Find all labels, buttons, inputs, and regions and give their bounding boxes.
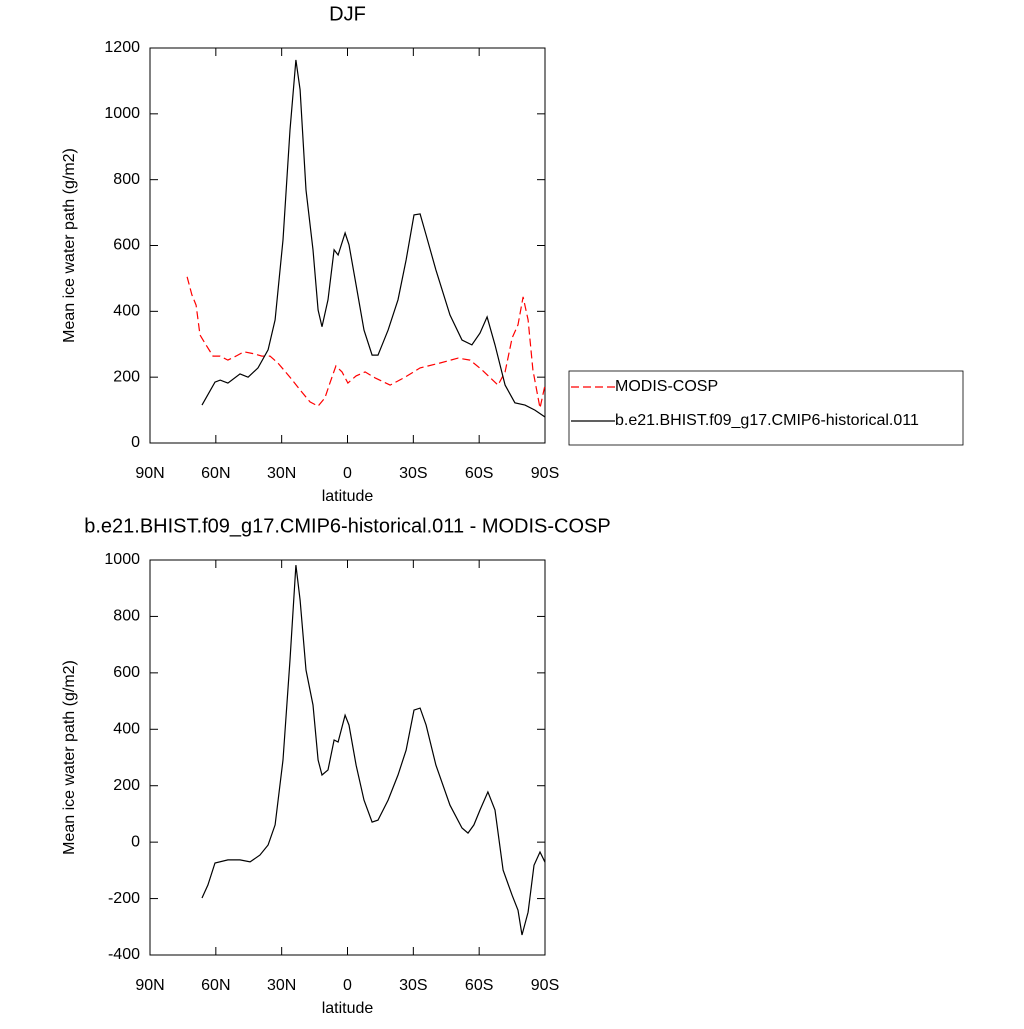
data-line bbox=[186, 276, 546, 409]
y-tick-label: 800 bbox=[113, 608, 140, 625]
x-tick-label: 60N bbox=[201, 977, 230, 994]
legend-label: b.e21.BHIST.f09_g17.CMIP6-historical.011 bbox=[615, 412, 919, 429]
y-tick-label: 400 bbox=[113, 303, 140, 320]
plot-frame bbox=[149, 47, 546, 444]
plot-frame bbox=[149, 559, 546, 956]
y-tick-label: 600 bbox=[113, 664, 140, 681]
y-axis-label: Mean ice water path (g/m2) bbox=[61, 660, 78, 855]
y-tick-label: -200 bbox=[108, 890, 140, 907]
chart-title: b.e21.BHIST.f09_g17.CMIP6-historical.011… bbox=[84, 515, 611, 537]
x-tick-label: 30S bbox=[399, 465, 427, 482]
x-tick-label: 0 bbox=[343, 977, 352, 994]
y-tick-label: 1200 bbox=[104, 39, 140, 56]
y-tick-label: 0 bbox=[131, 434, 140, 451]
data-line bbox=[201, 565, 546, 936]
x-axis-label: latitude bbox=[322, 1000, 374, 1017]
y-tick-label: 600 bbox=[113, 237, 140, 254]
y-tick-label: 400 bbox=[113, 721, 140, 738]
y-tick-label: 200 bbox=[113, 777, 140, 794]
y-tick-label: 800 bbox=[113, 171, 140, 188]
x-tick-label: 90S bbox=[531, 465, 559, 482]
x-tick-label: 30N bbox=[267, 465, 296, 482]
x-tick-label: 60S bbox=[465, 977, 493, 994]
y-tick-label: 200 bbox=[113, 368, 140, 385]
y-axis-label: Mean ice water path (g/m2) bbox=[61, 148, 78, 343]
x-tick-label: 90S bbox=[531, 977, 559, 994]
y-tick-label: 0 bbox=[131, 833, 140, 850]
x-tick-label: 30N bbox=[267, 977, 296, 994]
legend-label: MODIS-COSP bbox=[615, 378, 718, 395]
x-tick-label: 90N bbox=[135, 465, 164, 482]
y-tick-label: 1000 bbox=[104, 551, 140, 568]
x-tick-label: 0 bbox=[343, 465, 352, 482]
data-line bbox=[201, 59, 546, 418]
x-tick-label: 60S bbox=[465, 465, 493, 482]
x-tick-label: 30S bbox=[399, 977, 427, 994]
x-tick-label: 60N bbox=[201, 465, 230, 482]
y-tick-label: -400 bbox=[108, 946, 140, 963]
legend-box bbox=[568, 370, 964, 446]
x-axis-label: latitude bbox=[322, 488, 374, 505]
y-tick-label: 1000 bbox=[104, 105, 140, 122]
x-tick-label: 90N bbox=[135, 977, 164, 994]
chart-title: DJF bbox=[329, 3, 366, 25]
